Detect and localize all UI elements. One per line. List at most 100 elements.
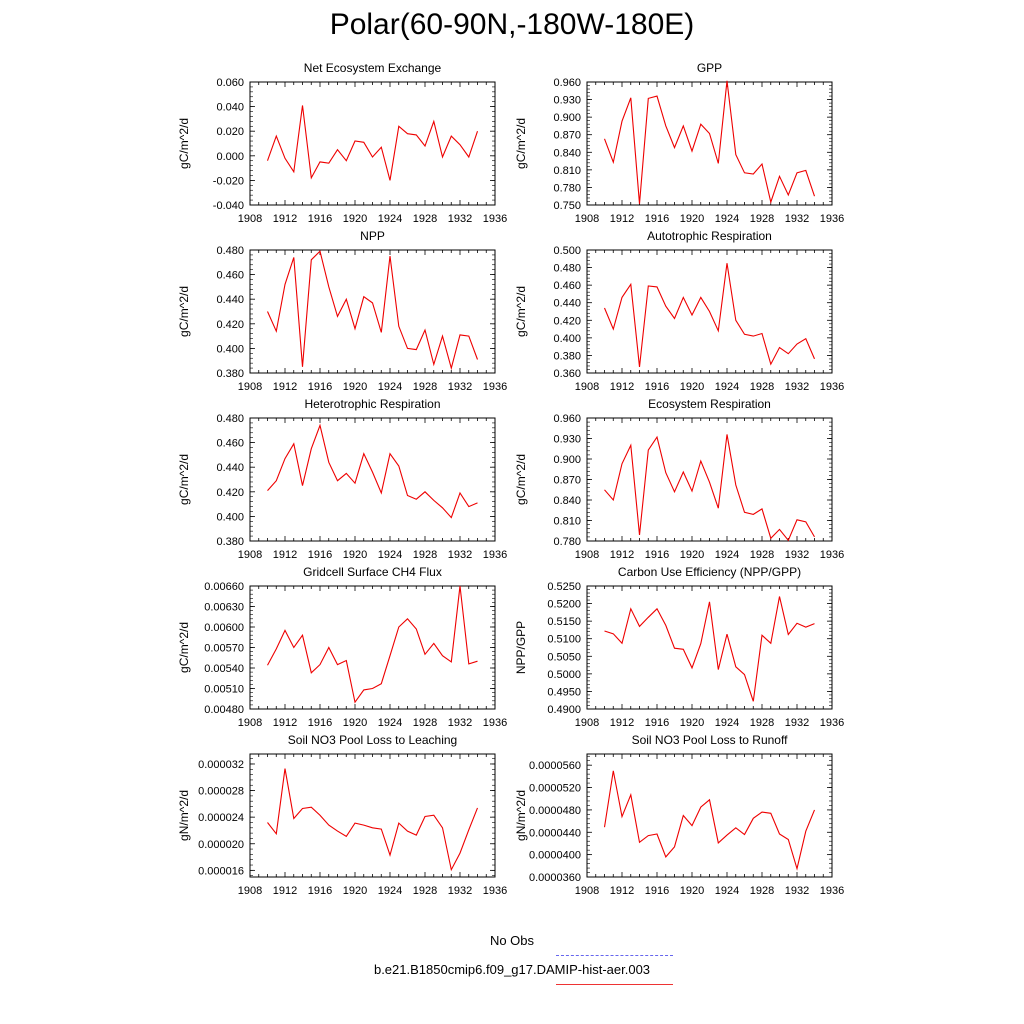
legend-model-line xyxy=(556,984,673,985)
y-tick-label: 0.00600 xyxy=(204,622,244,634)
series-line xyxy=(267,585,478,704)
x-tick-label: 1920 xyxy=(680,885,704,897)
x-tick-label: 1928 xyxy=(750,549,774,561)
y-tick-label: 0.960 xyxy=(553,77,581,89)
x-tick-label: 1928 xyxy=(750,717,774,729)
y-tick-label: 0.380 xyxy=(553,350,581,362)
y-tick-label: 0.00660 xyxy=(204,581,244,593)
x-tick-label: 1920 xyxy=(343,549,367,561)
y-tick-label: 0.900 xyxy=(553,454,581,466)
x-tick-label: 1912 xyxy=(610,381,634,393)
chart-panel-2: GPP 1908 1912 1916 1920 1924 1928 1932 1936 0.750… xyxy=(514,61,844,225)
x-tick-label: 1912 xyxy=(610,213,634,225)
x-tick-label: 1916 xyxy=(308,213,332,225)
x-tick-label: 1936 xyxy=(820,885,844,897)
y-tick-label: 0.460 xyxy=(216,270,244,282)
x-tick-label: 1912 xyxy=(610,885,634,897)
y-tick-label: 0.380 xyxy=(216,536,244,548)
y-tick-label: 0.500 xyxy=(553,245,581,257)
x-tick-label: 1936 xyxy=(820,381,844,393)
y-tick-label: 0.5250 xyxy=(547,581,581,593)
y-tick-label: 0.420 xyxy=(216,319,244,331)
y-tick-label: 0.000020 xyxy=(198,839,244,851)
y-tick-label: 0.440 xyxy=(216,462,244,474)
x-tick-label: 1912 xyxy=(273,717,297,729)
series-line xyxy=(266,250,479,371)
series-line xyxy=(267,423,478,519)
legend-obs-label: No Obs xyxy=(489,933,535,948)
y-axis-label: gN/m^2/d xyxy=(514,790,528,841)
x-tick-label: 1924 xyxy=(378,381,402,393)
x-tick-label: 1908 xyxy=(238,381,262,393)
x-tick-label: 1908 xyxy=(575,885,599,897)
legend-obs-line xyxy=(556,955,673,956)
y-tick-label: 0.780 xyxy=(553,536,581,548)
y-tick-label: 0.840 xyxy=(553,147,581,159)
x-tick-label: 1908 xyxy=(238,885,262,897)
plot-frame xyxy=(249,249,496,374)
chart-panel-7: Gridcell Surface CH4 Flux 1908 1912 1916 192… xyxy=(177,565,507,729)
y-axis-label: gC/m^2/d xyxy=(177,454,191,505)
y-tick-label: 0.400 xyxy=(553,333,581,345)
plot-frame xyxy=(586,753,833,878)
plot-frame xyxy=(586,81,833,206)
panel-title: NPP xyxy=(360,229,385,243)
x-tick-label: 1928 xyxy=(413,213,437,225)
y-tick-label: 0.750 xyxy=(553,200,581,212)
y-tick-label: 0.460 xyxy=(216,438,244,450)
y-tick-label: 0.960 xyxy=(553,413,581,425)
y-tick-label: 0.5050 xyxy=(547,651,581,663)
x-tick-label: 1936 xyxy=(483,213,507,225)
y-tick-label: 0.00510 xyxy=(204,684,244,696)
series-line xyxy=(603,770,816,871)
chart-panel-6: Ecosystem Respiration 1908 1912 1916 1920 192… xyxy=(514,397,844,561)
chart-panel-5: Heterotrophic Respiration 1908 1912 1916 192… xyxy=(177,397,507,561)
y-tick-label: 0.000024 xyxy=(198,812,244,824)
y-tick-label: 0.4950 xyxy=(547,686,581,698)
y-tick-label: 0.810 xyxy=(553,516,581,528)
y-tick-label: -0.040 xyxy=(213,200,244,212)
x-tick-label: 1916 xyxy=(645,549,669,561)
y-axis-label: gC/m^2/d xyxy=(177,286,191,337)
panel-title: Carbon Use Efficiency (NPP/GPP) xyxy=(618,565,801,579)
x-tick-label: 1936 xyxy=(820,213,844,225)
y-tick-label: 0.810 xyxy=(553,165,581,177)
panel-title: GPP xyxy=(697,61,722,75)
x-tick-label: 1932 xyxy=(448,549,472,561)
chart-panel-9: Soil NO3 Pool Loss to Leaching 1908 1912 19… xyxy=(177,733,507,897)
x-tick-label: 1924 xyxy=(715,213,739,225)
y-axis-label: gC/m^2/d xyxy=(177,118,191,169)
chart-panel-8: Carbon Use Efficiency (NPP/GPP) 1908 1912 1… xyxy=(514,565,844,729)
y-tick-label: 0.0000400 xyxy=(529,850,581,862)
panel-title: Gridcell Surface CH4 Flux xyxy=(303,565,442,579)
series-line xyxy=(604,596,815,702)
x-tick-label: 1908 xyxy=(575,381,599,393)
x-tick-label: 1916 xyxy=(645,717,669,729)
y-tick-label: 0.00570 xyxy=(204,643,244,655)
x-tick-label: 1920 xyxy=(343,213,367,225)
series-line xyxy=(267,768,479,872)
y-tick-label: 0.400 xyxy=(216,343,244,355)
series-line xyxy=(603,80,816,205)
panel-title: Heterotrophic Respiration xyxy=(304,397,440,411)
x-tick-label: 1932 xyxy=(785,717,809,729)
y-axis-label: gC/m^2/d xyxy=(177,622,191,673)
x-tick-label: 1916 xyxy=(308,885,332,897)
chart-panel-3: NPP 1908 1912 1916 1920 1924 1928 1932 1936 0.380… xyxy=(177,229,507,393)
x-tick-label: 1908 xyxy=(575,549,599,561)
y-axis-label: gC/m^2/d xyxy=(514,454,528,505)
panel-title: Ecosystem Respiration xyxy=(648,397,771,411)
x-tick-label: 1920 xyxy=(680,717,704,729)
chart-panel-10: Soil NO3 Pool Loss to Runoff 1908 1912 1916… xyxy=(514,733,844,897)
x-tick-label: 1932 xyxy=(448,213,472,225)
y-tick-label: 0.440 xyxy=(553,298,581,310)
y-tick-label: 0.900 xyxy=(553,112,581,124)
legend-model-label: b.e21.B1850cmip6.f09_g17.DAMIP-hist-aer.… xyxy=(373,962,651,977)
x-tick-label: 1928 xyxy=(413,717,437,729)
y-axis-label: gC/m^2/d xyxy=(514,118,528,169)
y-tick-label: 0.5100 xyxy=(547,634,581,646)
x-tick-label: 1916 xyxy=(308,717,332,729)
x-tick-label: 1912 xyxy=(610,717,634,729)
x-tick-label: 1912 xyxy=(273,549,297,561)
plot-frame xyxy=(249,753,496,878)
